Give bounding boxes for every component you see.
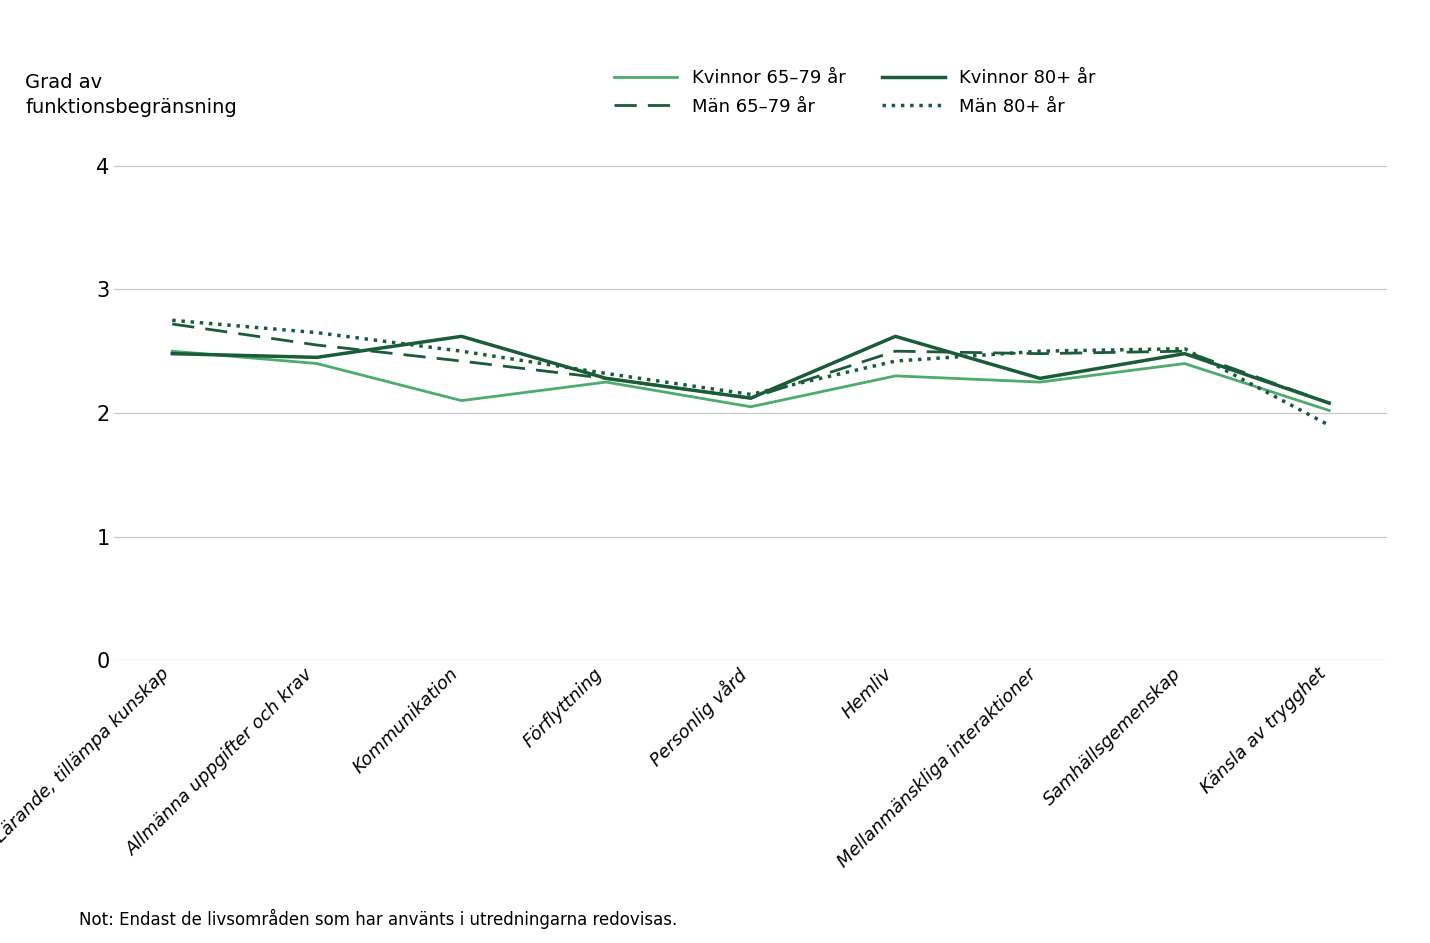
- Text: Not: Endast de livsområden som har använts i utredningarna redovisas.: Not: Endast de livsområden som har använ…: [79, 909, 676, 929]
- Text: Grad av
funktionsbegränsning: Grad av funktionsbegränsning: [26, 74, 237, 117]
- Legend: Kvinnor 65–79 år, Män 65–79 år, Kvinnor 80+ år, Män 80+ år: Kvinnor 65–79 år, Män 65–79 år, Kvinnor …: [608, 61, 1103, 123]
